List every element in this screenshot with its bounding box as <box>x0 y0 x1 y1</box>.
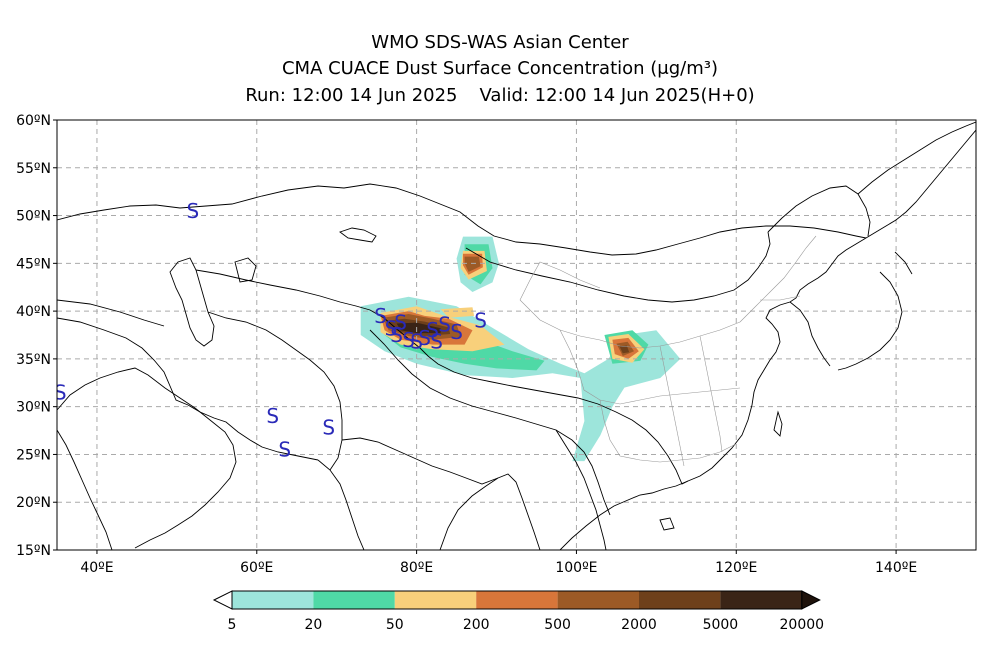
station-marker-9: S <box>402 328 415 352</box>
china-provinces <box>519 235 817 467</box>
tick-label-lat-15: 15ºN <box>16 543 51 559</box>
run-time: Run: 12:00 14 Jun 2025 <box>245 85 458 106</box>
province-lines-northeast <box>739 235 817 323</box>
colorbar-over-arrow <box>801 590 821 610</box>
station-marker-14: S <box>438 312 451 336</box>
province-lines-south <box>599 399 737 463</box>
colorbar-segment-0 <box>232 591 314 609</box>
tick-label-lat-50: 50ºN <box>16 209 51 225</box>
station-marker-7: S <box>390 323 403 347</box>
tick-label-lat-55: 55ºN <box>16 161 51 177</box>
coastline-japan <box>837 251 913 371</box>
station-marker-2: S <box>266 404 279 428</box>
colorbar-label-5000: 5000 <box>703 617 739 633</box>
dust-region-level-5-16 <box>619 345 630 354</box>
colorbar-segment-1 <box>313 591 395 609</box>
tick-label-lat-40: 40ºN <box>16 304 51 320</box>
coastline-taiwan-hainan <box>659 410 783 531</box>
colorbar-segment-2 <box>394 591 477 609</box>
tick-label-lon-140: 140ºE <box>875 560 917 576</box>
colorbar-label-200: 200 <box>463 617 490 633</box>
station-marker-8: S <box>394 311 407 335</box>
dust-region-level-6-17 <box>396 322 441 334</box>
coastline-persian-gulf-iran <box>187 404 319 461</box>
colorbar-legend: 5 20 50 200 500 2000 5000 20000 <box>212 590 825 633</box>
border-china-west <box>397 329 689 485</box>
border-iran-afghanistan-pakistan <box>207 311 343 471</box>
border-iran-iraq <box>57 317 189 406</box>
coastline-indochina <box>559 129 976 550</box>
title-center-name: WMO SDS-WAS Asian Center <box>371 32 629 53</box>
tick-label-lat-45: 45ºN <box>16 256 51 272</box>
coastline-red-sea <box>57 429 113 550</box>
station-marker-1: S <box>54 380 67 404</box>
coastline-bay-of-bengal <box>439 473 541 550</box>
colorbar-segment-5 <box>639 591 721 609</box>
graticule <box>57 120 976 550</box>
map-background <box>57 120 976 550</box>
lake-balkhash <box>339 227 377 243</box>
colorbar-label-2000: 2000 <box>621 617 657 633</box>
border-turkey-syria <box>57 299 165 327</box>
station-marker-0: S <box>187 199 200 223</box>
station-marker-13: S <box>430 330 443 354</box>
tick-label-lat-25: 25ºN <box>16 447 51 463</box>
province-lines-north <box>519 299 741 349</box>
border-himalaya <box>369 329 611 516</box>
title-product: CMA CUACE Dust Surface Concentration (μg… <box>281 58 719 79</box>
tick-label-lon-80: 80ºE <box>400 560 433 576</box>
tick-label-lon-40: 40ºE <box>80 560 113 576</box>
border-kazakhstan-south <box>195 269 399 331</box>
colorbar-label-20: 20 <box>304 617 322 633</box>
dust-concentration-layer <box>360 236 681 462</box>
colorbar-segment-4 <box>557 591 639 609</box>
province-lines-east <box>659 345 685 467</box>
colorbar-label-500: 500 <box>544 617 571 633</box>
colorbar-segment-6 <box>720 591 802 609</box>
colorbar-label-50: 50 <box>386 617 404 633</box>
colorbar-label-5: 5 <box>228 617 237 633</box>
station-marker-6: S <box>385 316 398 340</box>
province-lines-east2 <box>699 335 723 453</box>
title-times: Run: 12:00 14 Jun 2025 Valid: 12:00 14 Ju… <box>0 85 1000 107</box>
colorbar-under-arrow <box>212 590 233 610</box>
valid-time: Valid: 12:00 14 Jun 2025(H+0) <box>479 85 755 106</box>
station-marker-5: S <box>374 304 387 328</box>
tick-label-lat-30: 30ºN <box>16 400 51 416</box>
coastline-arabia-persian-gulf <box>57 367 237 549</box>
dust-region-level-2-8 <box>440 307 475 318</box>
tick-label-lon-100: 100ºE <box>555 560 597 576</box>
station-marker-4: S <box>322 416 335 440</box>
station-marker-16: S <box>474 309 487 333</box>
tick-label-lat-35: 35ºN <box>16 352 51 368</box>
tick-label-lat-20: 20ºN <box>16 495 51 511</box>
station-marker-15: S <box>450 320 463 344</box>
map-frame <box>56 119 977 551</box>
border-russia-far-east <box>857 121 976 195</box>
map-axes: 40ºE 60ºE 80ºE 100ºE 120ºE 140ºE 15ºN 20ºN 25ºN 3… <box>16 113 917 576</box>
tick-label-lon-60: 60ºE <box>240 560 273 576</box>
station-marker-11: S <box>418 326 431 350</box>
colorbar-segment-3 <box>476 591 558 609</box>
coastline-korea <box>789 301 831 367</box>
station-marker-3: S <box>278 438 291 462</box>
coastlines-borders <box>57 121 976 550</box>
province-lines-central <box>559 329 741 405</box>
dust-region-level-4-14 <box>464 256 481 272</box>
map-titles: WMO SDS-WAS Asian Center CMA CUACE Dust … <box>0 0 1000 112</box>
colorbar-label-20000: 20000 <box>780 617 825 633</box>
border-india-interior <box>341 437 499 485</box>
border-myanmar <box>555 429 607 550</box>
tick-label-lon-120: 120ºE <box>715 560 757 576</box>
station-marker-10: S <box>410 330 423 354</box>
tick-label-lat-60: 60ºN <box>16 113 51 129</box>
border-central-asia <box>57 183 867 256</box>
station-marker-12: S <box>426 318 439 342</box>
border-china-northeast <box>767 185 871 237</box>
province-lines-west <box>519 261 601 301</box>
caspian-sea <box>169 257 215 347</box>
colorbar-frame <box>231 590 803 610</box>
